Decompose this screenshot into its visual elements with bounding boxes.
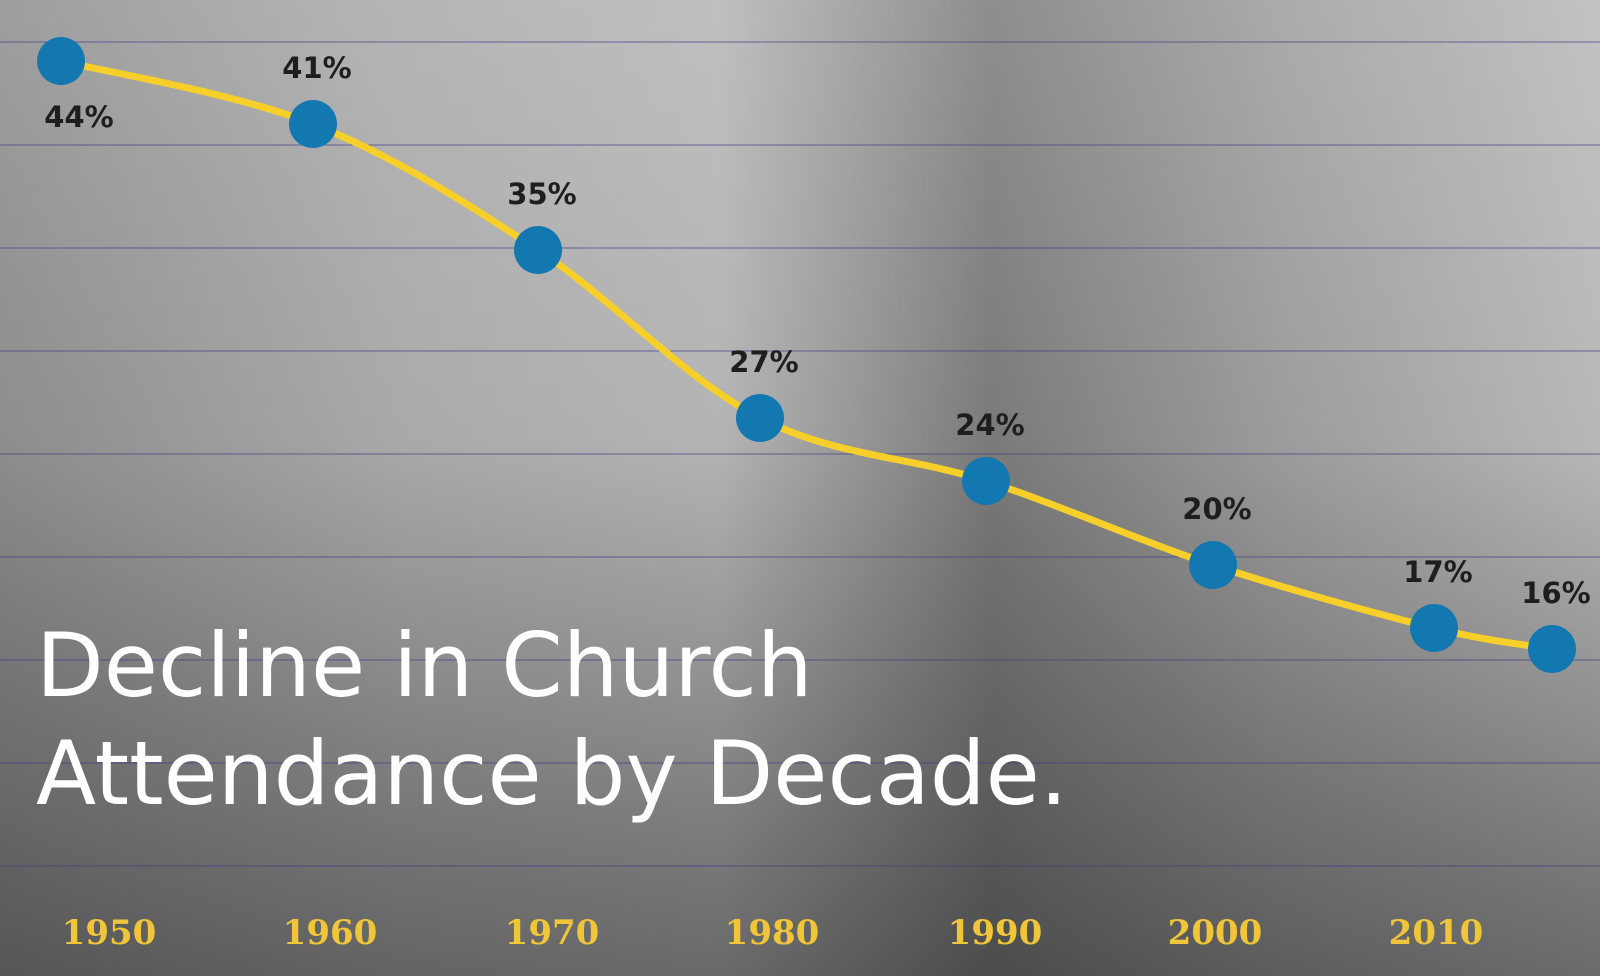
x-tick-label: 1970 (505, 913, 600, 953)
data-point (37, 37, 85, 85)
x-tick-label: 1980 (725, 913, 820, 953)
data-label: 17% (1403, 555, 1472, 589)
data-label: 24% (955, 408, 1024, 442)
data-label: 16% (1521, 576, 1590, 610)
data-point (289, 100, 337, 148)
data-point (1410, 604, 1458, 652)
data-label: 35% (507, 177, 576, 211)
chart-title: Decline in Church Attendance by Decade. (36, 614, 1068, 825)
x-tick-label: 2000 (1168, 913, 1263, 953)
data-label: 44% (44, 100, 113, 134)
data-point (1528, 625, 1576, 673)
data-label: 27% (729, 345, 798, 379)
data-point (514, 226, 562, 274)
x-tick-label: 1960 (283, 913, 378, 953)
data-point (736, 394, 784, 442)
data-label: 41% (282, 51, 351, 85)
data-point (1189, 541, 1237, 589)
x-tick-label: 1990 (948, 913, 1043, 953)
trend-line (60, 57, 1553, 653)
x-tick-label: 1950 (62, 913, 157, 953)
data-label: 20% (1182, 492, 1251, 526)
x-tick-label: 2010 (1389, 913, 1484, 953)
data-point (962, 457, 1010, 505)
